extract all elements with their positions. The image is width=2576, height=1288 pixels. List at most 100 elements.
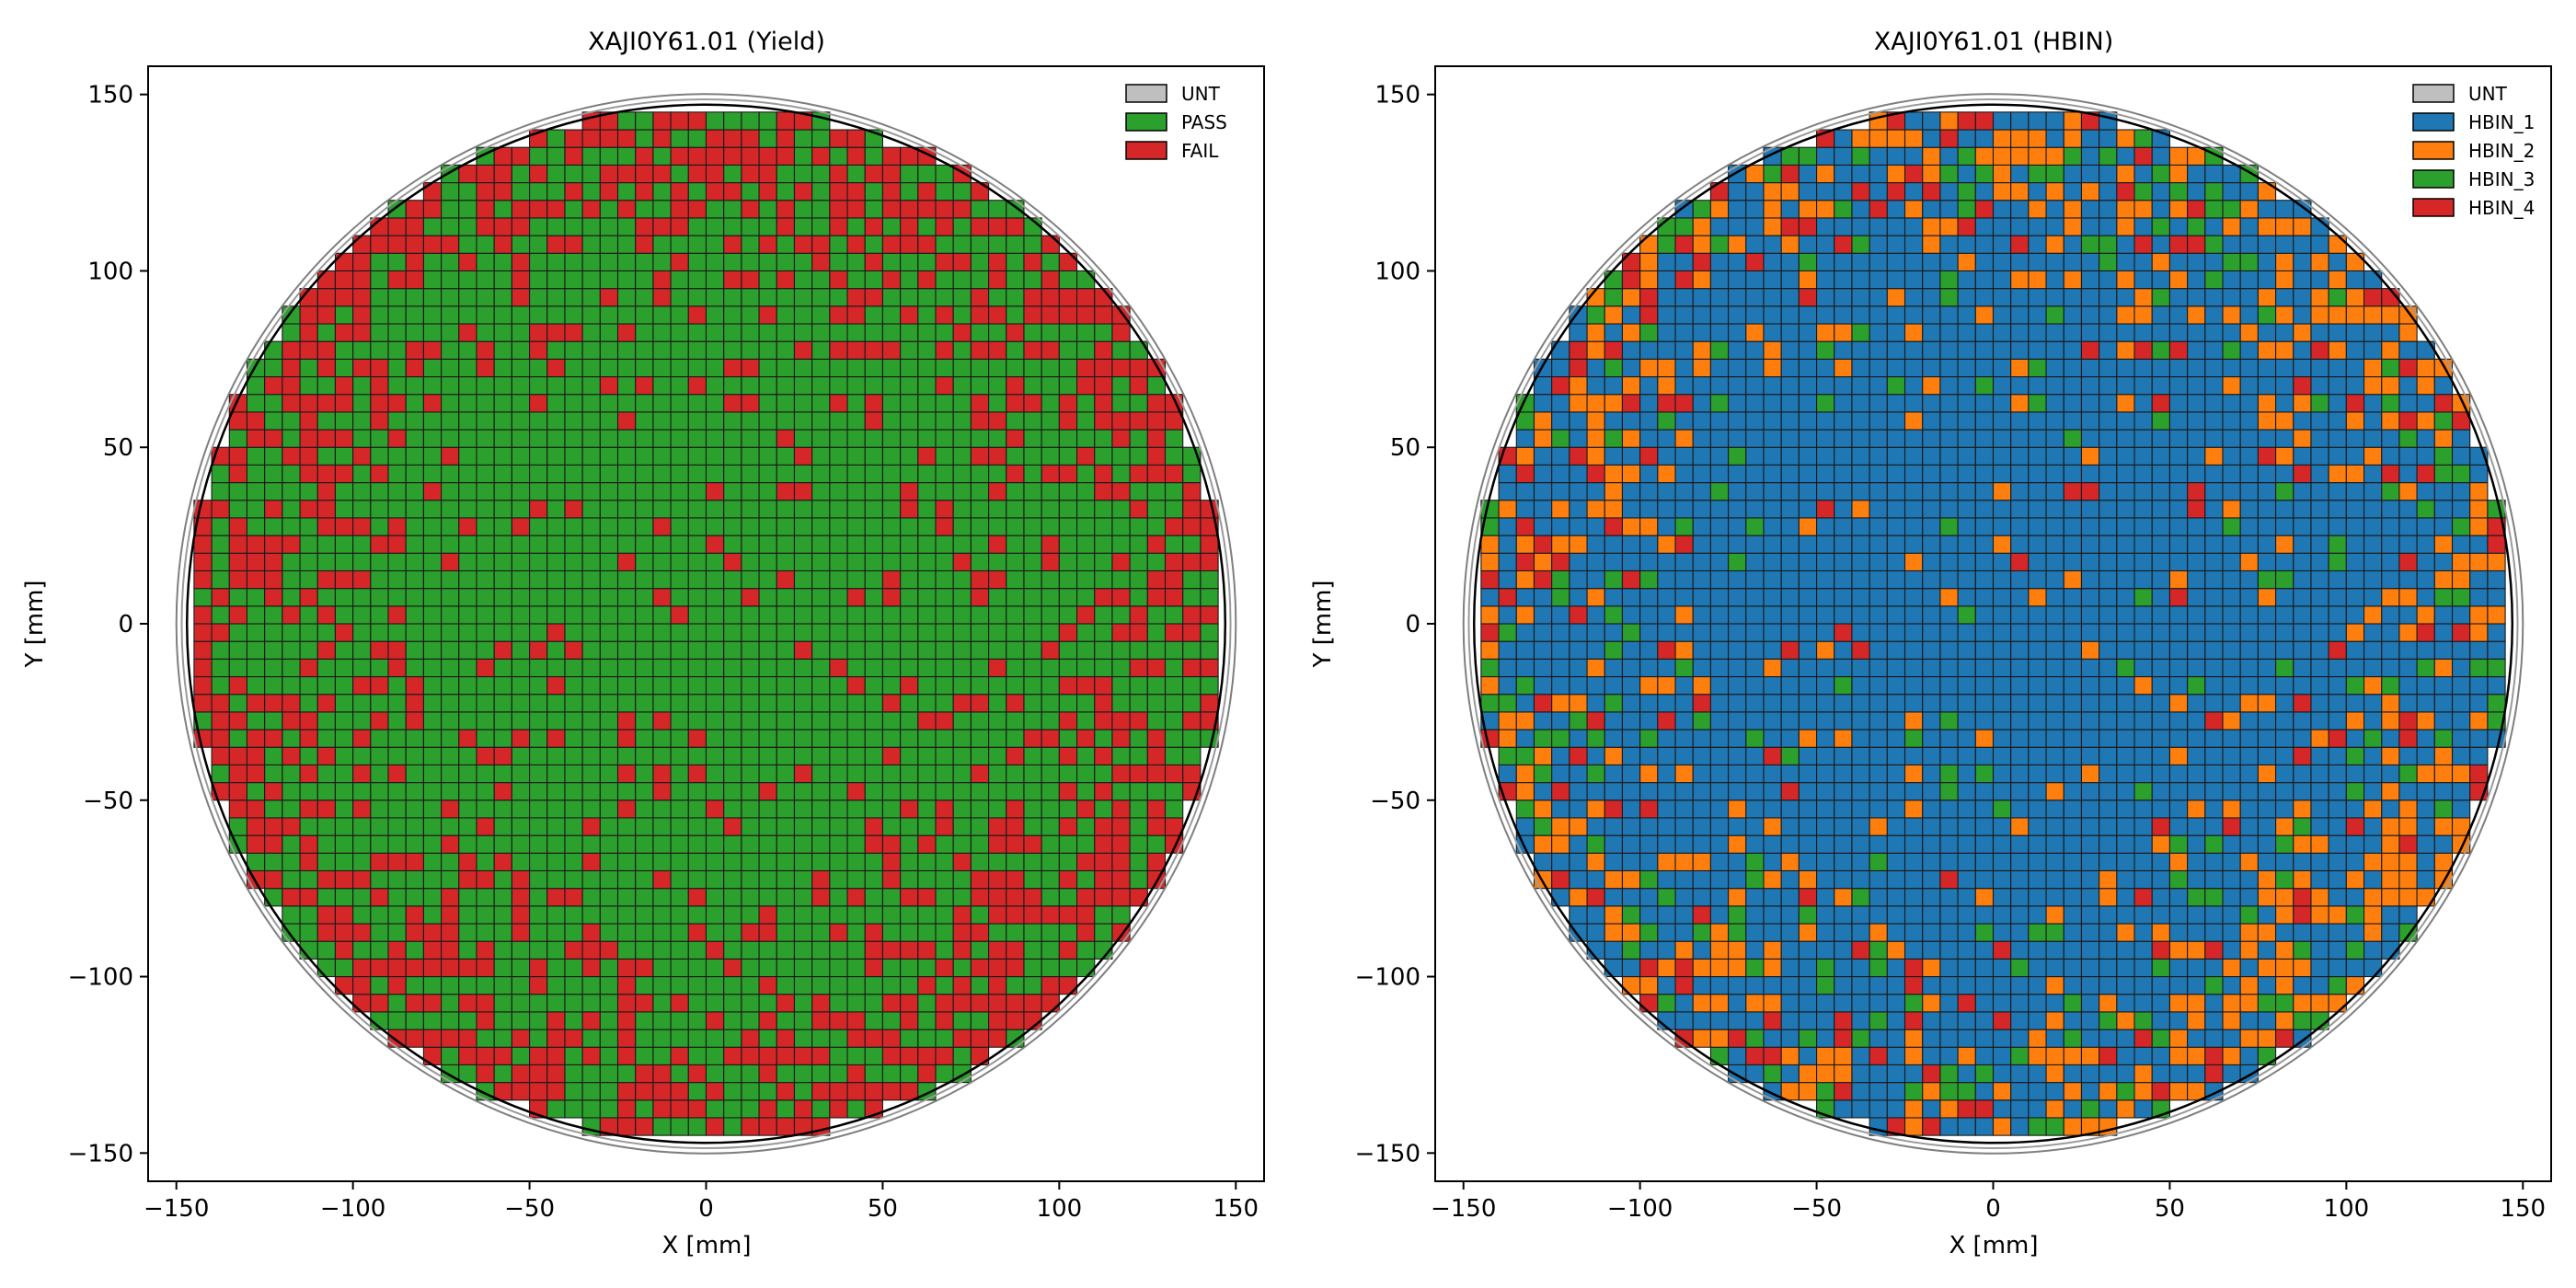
- die-cell: [2168, 270, 2189, 290]
- die-cell: [1041, 658, 1060, 678]
- die-cell: [2222, 940, 2241, 960]
- die-cell: [511, 323, 531, 342]
- die-cell: [422, 746, 443, 765]
- die-cell: [793, 658, 813, 678]
- die-cell: [935, 552, 954, 572]
- die-cell: [2116, 500, 2135, 519]
- die-cell: [1639, 817, 1659, 836]
- die-cell: [581, 1064, 601, 1084]
- die-cell: [529, 711, 548, 730]
- die-cell: [1728, 605, 1747, 625]
- die-cell: [476, 869, 495, 890]
- die-cell: [1939, 905, 1959, 925]
- die-cell: [670, 799, 689, 819]
- die-cell: [1728, 429, 1747, 448]
- die-cell: [1780, 500, 1800, 519]
- die-cell: [581, 235, 601, 254]
- die-cell: [422, 252, 443, 272]
- die-cell: [1745, 940, 1765, 960]
- die-cell: [1886, 1082, 1906, 1101]
- die-cell: [687, 482, 707, 501]
- die-cell: [1922, 164, 1941, 184]
- die-cell: [723, 905, 742, 925]
- die-cell: [1129, 888, 1148, 907]
- die-cell: [264, 640, 283, 660]
- die-cell: [1146, 764, 1167, 784]
- die-cell: [1041, 869, 1060, 890]
- die-cell: [1816, 923, 1835, 942]
- die-cell: [1164, 764, 1184, 784]
- die-cell: [211, 764, 230, 784]
- die-cell: [1834, 323, 1853, 342]
- die-cell: [564, 217, 583, 236]
- die-cell: [1498, 517, 1517, 536]
- die-cell: [952, 569, 972, 590]
- die-cell: [511, 182, 531, 201]
- die-cell: [1974, 270, 1995, 290]
- die-cell: [2116, 340, 2135, 360]
- die-cell: [511, 217, 531, 236]
- die-cell: [741, 1099, 760, 1119]
- die-cell: [793, 146, 813, 166]
- die-cell: [1674, 535, 1694, 554]
- die-cell: [2045, 852, 2064, 872]
- die-cell: [1957, 429, 1976, 448]
- die-cell: [1974, 1011, 1995, 1030]
- die-cell: [1974, 429, 1995, 448]
- die-cell: [2010, 729, 2030, 748]
- die-cell: [2116, 905, 2135, 925]
- die-cell: [1498, 694, 1517, 713]
- die-cell: [1006, 288, 1025, 307]
- die-cell: [511, 305, 531, 325]
- die-cell: [1058, 729, 1078, 748]
- die-cell: [811, 640, 831, 660]
- die-cell: [1834, 923, 1853, 942]
- die-cell: [952, 1029, 972, 1048]
- die-cell: [2063, 1011, 2083, 1030]
- die-cell: [2045, 834, 2064, 854]
- die-cell: [2257, 252, 2277, 272]
- die-cell: [2222, 569, 2241, 590]
- die-cell: [652, 305, 672, 325]
- die-cell: [1728, 182, 1747, 201]
- die-cell: [405, 782, 424, 801]
- die-cell: [1551, 588, 1570, 607]
- die-cell: [1551, 569, 1570, 590]
- die-cell: [1041, 923, 1060, 942]
- die-cell: [988, 905, 1007, 925]
- die-cell: [1834, 182, 1853, 201]
- die-cell: [1006, 640, 1025, 660]
- die-cell: [705, 605, 725, 625]
- die-cell: [635, 782, 654, 801]
- die-cell: [1129, 517, 1148, 536]
- die-cell: [1709, 1011, 1730, 1030]
- die-cell: [246, 782, 266, 801]
- die-cell: [2168, 411, 2189, 431]
- die-cell: [1621, 694, 1641, 713]
- die-cell: [529, 217, 548, 236]
- die-cell: [2063, 569, 2083, 590]
- die-cell: [476, 994, 495, 1013]
- die-cell: [282, 905, 301, 925]
- die-cell: [1974, 111, 1995, 131]
- die-cell: [1023, 394, 1042, 413]
- die-cell: [793, 235, 813, 254]
- die-cell: [1094, 675, 1113, 696]
- die-cell: [334, 658, 354, 678]
- die-cell: [1023, 446, 1042, 466]
- die-cell: [370, 746, 389, 765]
- die-cell: [1922, 1046, 1941, 1065]
- die-cell: [1780, 975, 1800, 995]
- die-cell: [511, 517, 531, 536]
- die-cell: [829, 500, 848, 519]
- die-cell: [758, 834, 777, 854]
- die-cell: [1515, 588, 1535, 607]
- die-cell: [970, 323, 990, 342]
- die-cell: [1957, 869, 1976, 890]
- die-cell: [1709, 817, 1730, 836]
- die-cell: [1023, 764, 1042, 784]
- die-cell: [1939, 623, 1959, 642]
- die-cell: [1586, 711, 1605, 730]
- die-cell: [723, 517, 742, 536]
- die-cell: [881, 975, 902, 995]
